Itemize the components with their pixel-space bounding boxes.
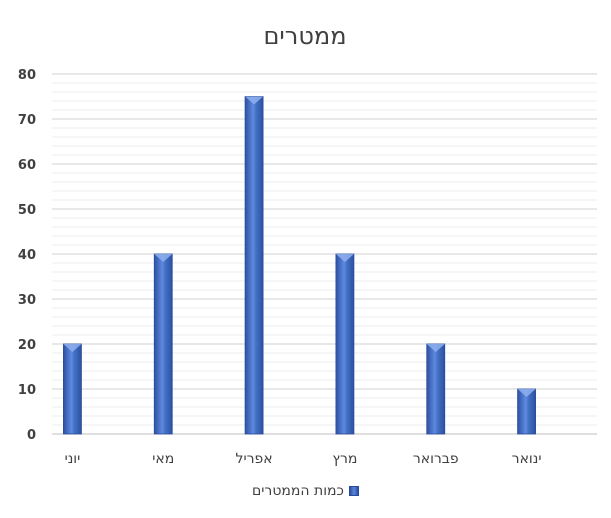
x-tick-label: יוני	[65, 451, 81, 467]
bar-cap	[63, 344, 82, 352]
x-tick-label: פברואר	[413, 451, 459, 467]
bar-body	[63, 343, 82, 435]
bar	[153, 253, 173, 435]
bar-cap	[426, 344, 445, 352]
bars	[63, 96, 536, 435]
bar-body	[335, 253, 355, 435]
y-tick-label: 10	[18, 383, 36, 398]
legend-label: כמות הממטרים	[252, 483, 344, 499]
x-tick-label: מאי	[152, 451, 174, 467]
bar-cap	[154, 254, 173, 262]
legend-swatch	[348, 486, 359, 496]
bar-body	[244, 96, 264, 435]
bar	[335, 253, 355, 435]
x-axis-labels: יוני מאי אפריל מרץ פברואר ינואר	[65, 451, 542, 467]
y-tick-label: 70	[18, 113, 36, 128]
bar	[517, 388, 536, 435]
y-tick-label: 0	[27, 428, 36, 443]
y-tick-label: 80	[18, 68, 36, 83]
y-tick-label: 60	[18, 158, 36, 173]
x-tick-label: אפריל	[236, 451, 273, 467]
bar-body	[426, 343, 446, 435]
bar-cap	[335, 254, 354, 262]
y-tick-label: 40	[18, 248, 36, 263]
x-tick-label: מרץ	[332, 451, 357, 467]
y-tick-label: 20	[18, 338, 36, 353]
bar	[63, 343, 82, 435]
bar	[426, 343, 446, 435]
x-tick-label: ינואר	[512, 451, 542, 467]
bar-body	[153, 253, 173, 435]
y-axis-ticks: 0 10 20 30 40 50 60 70 80	[18, 68, 36, 443]
y-tick-label: 50	[18, 203, 36, 218]
grid-lines	[52, 73, 597, 435]
legend: כמות הממטרים	[0, 483, 611, 499]
bar-cap	[245, 96, 264, 105]
chart-title: ממטרים	[263, 22, 346, 50]
bar-cap	[517, 389, 536, 397]
bar	[244, 96, 264, 435]
y-tick-label: 30	[18, 293, 36, 308]
